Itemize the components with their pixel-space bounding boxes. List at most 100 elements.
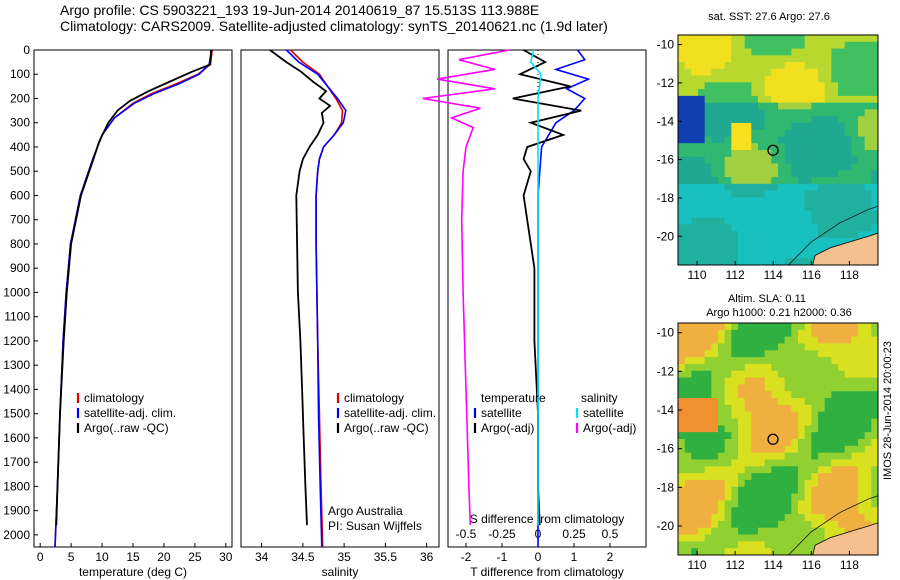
sst-map-cell [818,48,826,56]
sst-map-cell [764,75,772,83]
sst-map-cell [724,183,732,192]
sla-map-cell [818,466,826,474]
sla-map-cell [798,357,806,365]
sla-map-cell [684,357,692,365]
sla-map-cell [718,527,726,536]
sst-map-cell [784,68,792,77]
sst-map-cell [858,129,866,138]
sla-map-cell [818,527,826,536]
sst-map-cell [858,122,866,131]
sst-map-cell [798,224,806,232]
sla-map-cell [698,548,706,555]
sst-map-cell [758,109,766,117]
sla-map-cell [691,527,699,536]
sst-map-cell [698,204,706,212]
sst-map-cell [751,197,759,205]
sst-map-cell [791,190,799,198]
sla-map-cell [764,377,772,386]
sla-map-cell [864,425,872,433]
sst-map-cell [738,116,746,124]
sst-map-cell [678,170,686,178]
sst-map-cell [844,163,852,171]
sst-map-cell [731,35,739,43]
sla-map-cell [731,391,739,399]
sst-map-cell [851,143,859,151]
sst-map-cell [838,75,846,83]
sst-map-cell [798,258,806,265]
sst-map-cell [811,210,819,219]
sla-map-cell [738,384,746,392]
sst-map-cell [678,163,686,171]
sla-map-cell [844,432,852,440]
sla-map-cell [731,452,739,461]
sla-map-cell [691,486,699,495]
sla-map-cell [684,548,692,555]
sst-map-cell [758,224,766,232]
sst-map-cell [751,210,759,219]
sla-map-cell [871,398,878,406]
sst-map-cell [798,48,806,56]
sst-map-cell [804,258,812,265]
sla-map-cell [791,527,799,536]
sla-map-cell [731,377,739,386]
sla-map-cell [844,370,852,379]
sst-map-cell [871,136,878,144]
sst-map-cell [858,190,866,198]
sst-map-cell [844,68,852,77]
sla-map-cell [864,336,872,345]
sla-map-cell [751,404,759,413]
sst-map-cell [818,75,826,83]
sst-map-cell [684,82,692,90]
sst-map-cell [778,197,786,205]
sst-map-cell [764,156,772,165]
sla-map-cell [678,432,686,440]
sst-map-cell [738,122,746,131]
sla-map-cell [764,343,772,351]
sst-map-cell [818,116,826,124]
sst-map-cell [784,75,792,83]
sst-map-cell [751,177,759,185]
sla-map-cell [711,391,719,399]
sst-map-cell [798,89,806,97]
difference-panel-frame [447,49,647,548]
sst-map-cell [798,150,806,158]
sla-map-cell [784,520,792,529]
sla-map-cell [698,466,706,474]
sla-map-cell [798,459,806,467]
sst-map-cell [711,150,719,158]
sst-map-cell [718,197,726,205]
sst-map-cell [738,109,746,117]
sla-map-cell [684,493,692,502]
sst-map-cell [844,224,852,232]
sst-map-cell [811,129,819,138]
sst-map-cell [804,163,812,171]
sla-map-cell [858,350,866,358]
sst-map-cell [864,75,872,83]
sst-map-cell [731,204,739,212]
sla-map-cell [711,329,719,338]
depth-tick-label: 200 [10,91,30,105]
sst-map-cell [864,224,872,232]
sst-map-cell [858,62,866,70]
sst-map-cell [691,48,699,56]
sla-map-cell [804,350,812,358]
sla-map-cell [764,520,772,529]
sst-map-cell [744,177,752,185]
sla-map-cell [744,520,752,529]
sla-map-cell [831,391,839,399]
sst-map-cell [751,163,759,171]
sst-map-cell [738,231,746,239]
sla-map-cell [758,384,766,392]
sla-map-cell [738,548,746,555]
sla-map-cell [704,432,712,440]
sla-map-cell [824,329,832,338]
sst-map-cell [744,237,752,246]
sla-map-cell [844,418,852,426]
sla-map-cell [824,527,832,536]
sst-map-cell [744,75,752,83]
sla-map-cell [704,357,712,365]
sla-map-cell [698,541,706,549]
sst-map-cell [711,62,719,70]
sst-map-cell [771,102,779,111]
sst-map-cell [831,35,839,43]
